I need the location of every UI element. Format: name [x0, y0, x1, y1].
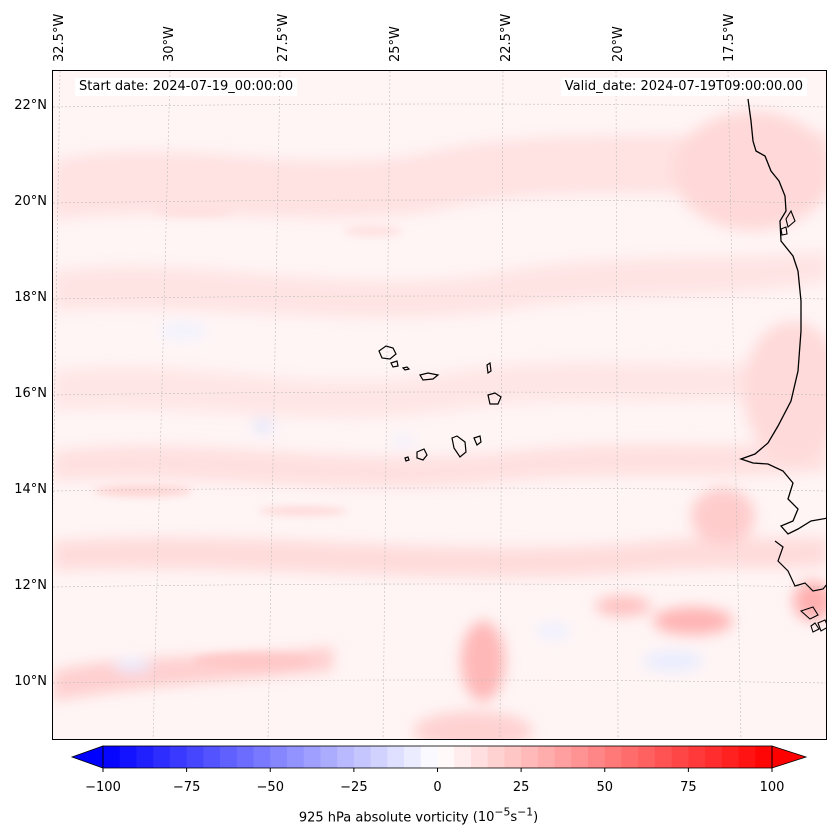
- bissagos-islands: [799, 606, 826, 633]
- start-date: Start date: 2024-07-19_00:00:00: [75, 78, 298, 96]
- colorbar-cell: [721, 746, 740, 768]
- colorbar-cell: [203, 746, 221, 768]
- colorbar-extend-low: [70, 745, 104, 769]
- colorbar-cell: [554, 746, 572, 768]
- colorbar-cell: [286, 746, 305, 768]
- colorbar-tick-label: −75: [172, 780, 201, 795]
- colorbar-cell: [169, 746, 188, 768]
- map-panel: [52, 70, 827, 740]
- lat-label: 22°N: [14, 98, 47, 113]
- graticule: [53, 71, 826, 739]
- colorbar-cell: [420, 746, 438, 768]
- vorticity-detail: [93, 205, 403, 669]
- colorbar-cell: [337, 746, 355, 768]
- colorbar-cell: [303, 746, 321, 768]
- colorbar-cell: [153, 746, 171, 768]
- colorbar-cell: [621, 746, 639, 768]
- lat-label: 10°N: [14, 674, 47, 689]
- lon-label: 17.5°W: [722, 13, 737, 62]
- colorbar: [70, 745, 808, 772]
- colorbar-tick-label: −100: [85, 780, 121, 795]
- lat-label: 20°N: [14, 194, 47, 209]
- colorbar-cell: [638, 746, 656, 768]
- colorbar-tick-label: 75: [680, 780, 697, 795]
- guinea-coastline: [774, 540, 826, 592]
- colorbar-cell: [755, 746, 773, 768]
- colorbar-tick-label: −25: [340, 780, 368, 795]
- colorbar-cell: [604, 746, 622, 768]
- colorbar-cell: [253, 746, 271, 768]
- colorbar-cell: [537, 746, 556, 768]
- colorbar-cell: [705, 746, 723, 768]
- colorbar-tick-label: −50: [256, 780, 284, 795]
- colorbar-cell: [353, 746, 372, 768]
- colorbar-tick-label: 0: [433, 780, 442, 795]
- colorbar-cell: [588, 746, 606, 768]
- colorbar-label: 925 hPa absolute vorticity (10−5s−1): [0, 806, 837, 825]
- vorticity-field: [53, 111, 826, 739]
- lat-label: 18°N: [14, 290, 47, 305]
- colorbar-cell: [654, 746, 673, 768]
- colorbar-cell: [487, 746, 505, 768]
- colorbar-cell: [738, 746, 756, 768]
- lon-label: 22.5°W: [499, 13, 514, 62]
- colorbar-extend-high: [771, 745, 808, 769]
- colorbar-cell: [186, 746, 204, 768]
- lon-label: 27.5°W: [276, 13, 291, 62]
- lat-label: 16°N: [14, 386, 47, 401]
- colorbar-cell: [220, 746, 238, 768]
- colorbar-cell: [504, 746, 522, 768]
- colorbar-cell: [119, 746, 137, 768]
- colorbar-cell: [370, 746, 388, 768]
- lon-label: 20°W: [611, 26, 626, 62]
- colorbar-cell: [671, 746, 689, 768]
- colorbar-cell: [387, 746, 405, 768]
- colorbar-cell: [688, 746, 706, 768]
- colorbar-cell: [103, 746, 121, 768]
- colorbar-label-text: 925 hPa absolute vorticity: [298, 810, 469, 826]
- lon-label: 32.5°W: [52, 13, 67, 62]
- africa-coastline: [739, 98, 826, 535]
- colorbar-tick-label: 100: [759, 780, 785, 795]
- colorbar-cell: [320, 746, 338, 768]
- colorbar-tick-label: 50: [596, 780, 614, 795]
- lon-label: 30°W: [162, 26, 177, 62]
- cape-verde-islands: [378, 345, 502, 462]
- colorbar-cell: [454, 746, 472, 768]
- colorbar-cell: [270, 746, 288, 768]
- lon-label: 25°W: [388, 26, 403, 62]
- colorbar-cell: [571, 746, 589, 768]
- colorbar-cell: [404, 746, 422, 768]
- colorbar-units: (10−5s−1): [472, 806, 539, 826]
- vorticity-map: [53, 71, 826, 739]
- colorbar-cell: [470, 746, 489, 768]
- valid-date: Valid_date: 2024-07-19T09:00:00.00: [560, 78, 807, 96]
- lat-label: 12°N: [14, 578, 47, 593]
- banc-arguin-islands: [780, 209, 796, 236]
- colorbar-cell: [136, 746, 154, 768]
- colorbar-cell: [236, 746, 255, 768]
- colorbar-cell: [521, 746, 539, 768]
- lat-label: 14°N: [14, 482, 47, 497]
- colorbar-cell: [437, 746, 455, 768]
- colorbar-tick-label: 25: [512, 780, 530, 795]
